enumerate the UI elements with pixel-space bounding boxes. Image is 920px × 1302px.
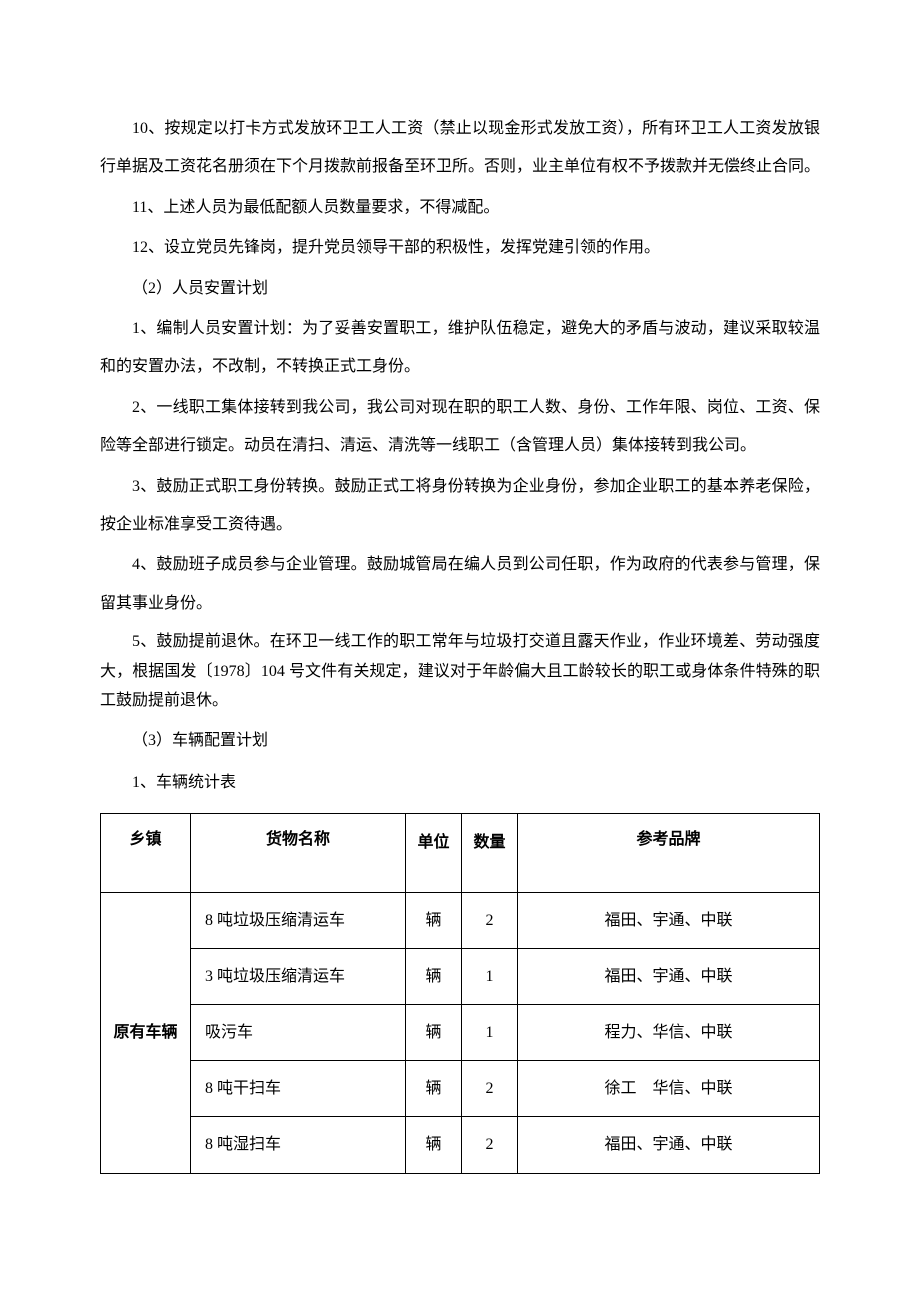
section-2-p5: 5、鼓励提前退休。在环卫一线工作的职工常年与垃圾打交道且露天作业，作业环境差、劳… <box>100 627 820 716</box>
cell-goods: 8 吨垃圾压缩清运车 <box>191 892 406 948</box>
cell-qty: 2 <box>462 892 518 948</box>
cell-goods: 3 吨垃圾压缩清运车 <box>191 948 406 1004</box>
cell-brand: 徐工 华信、中联 <box>518 1061 820 1117</box>
cell-qty: 2 <box>462 1061 518 1117</box>
cell-brand: 程力、华信、中联 <box>518 1005 820 1061</box>
table-row: 吸污车 辆 1 程力、华信、中联 <box>101 1005 820 1061</box>
cell-unit: 辆 <box>406 892 462 948</box>
table-title: 1、车辆统计表 <box>100 764 820 802</box>
cell-brand: 福田、宇通、中联 <box>518 1117 820 1173</box>
table-row: 8 吨湿扫车 辆 2 福田、宇通、中联 <box>101 1117 820 1173</box>
paragraph-10: 10、按规定以打卡方式发放环卫工人工资（禁止以现金形式发放工资），所有环卫工人工… <box>100 110 820 187</box>
cell-qty: 1 <box>462 948 518 1004</box>
category-cell: 原有车辆 <box>101 892 191 1173</box>
th-unit: 单位 <box>406 813 462 892</box>
cell-goods: 8 吨干扫车 <box>191 1061 406 1117</box>
table-header-row: 乡镇 货物名称 单位 数量 参考品牌 <box>101 813 820 892</box>
section-2-p2: 2、一线职工集体接转到我公司，我公司对现在职的职工人数、身份、工作年限、岗位、工… <box>100 389 820 466</box>
cell-qty: 1 <box>462 1005 518 1061</box>
th-goods: 货物名称 <box>191 813 406 892</box>
cell-qty: 2 <box>462 1117 518 1173</box>
paragraph-12: 12、设立党员先锋岗，提升党员领导干部的积极性，发挥党建引领的作用。 <box>100 229 820 267</box>
vehicle-table: 乡镇 货物名称 单位 数量 参考品牌 原有车辆 8 吨垃圾压缩清运车 辆 2 福… <box>100 813 820 1174</box>
cell-unit: 辆 <box>406 1117 462 1173</box>
paragraph-11: 11、上述人员为最低配额人员数量要求，不得减配。 <box>100 189 820 227</box>
cell-brand: 福田、宇通、中联 <box>518 892 820 948</box>
section-2-p3: 3、鼓励正式职工身份转换。鼓励正式工将身份转换为企业身份，参加企业职工的基本养老… <box>100 468 820 545</box>
section-2-title: （2）人员安置计划 <box>100 270 820 308</box>
cell-unit: 辆 <box>406 948 462 1004</box>
cell-unit: 辆 <box>406 1005 462 1061</box>
th-category: 乡镇 <box>101 813 191 892</box>
cell-goods: 吸污车 <box>191 1005 406 1061</box>
section-3-title: （3）车辆配置计划 <box>100 722 820 760</box>
table-row: 8 吨干扫车 辆 2 徐工 华信、中联 <box>101 1061 820 1117</box>
cell-goods: 8 吨湿扫车 <box>191 1117 406 1173</box>
section-2-p1: 1、编制人员安置计划：为了妥善安置职工，维护队伍稳定，避免大的矛盾与波动，建议采… <box>100 310 820 387</box>
table-row: 原有车辆 8 吨垃圾压缩清运车 辆 2 福田、宇通、中联 <box>101 892 820 948</box>
cell-brand: 福田、宇通、中联 <box>518 948 820 1004</box>
cell-unit: 辆 <box>406 1061 462 1117</box>
th-quantity: 数量 <box>462 813 518 892</box>
table-row: 3 吨垃圾压缩清运车 辆 1 福田、宇通、中联 <box>101 948 820 1004</box>
th-brand: 参考品牌 <box>518 813 820 892</box>
section-2-p4: 4、鼓励班子成员参与企业管理。鼓励城管局在编人员到公司任职，作为政府的代表参与管… <box>100 546 820 623</box>
